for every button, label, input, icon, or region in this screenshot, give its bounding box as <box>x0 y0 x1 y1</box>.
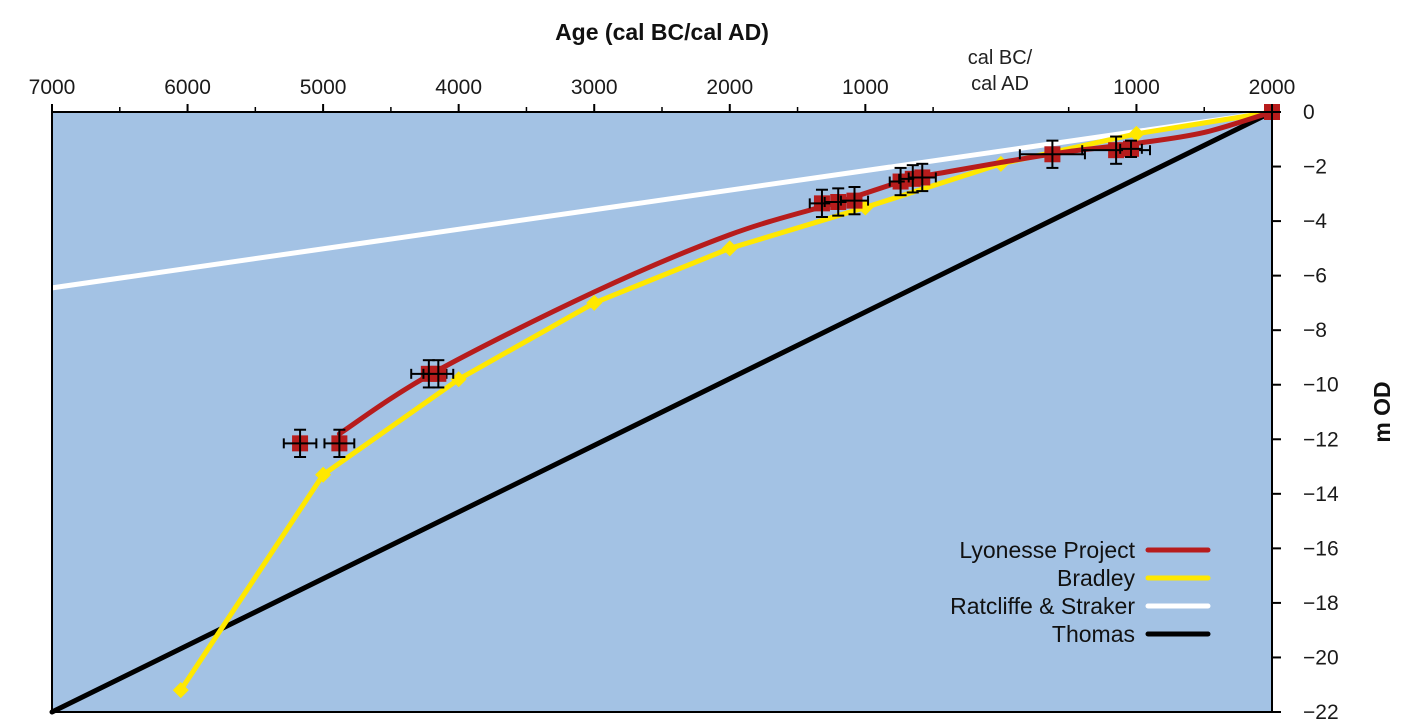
lyonesse-point <box>422 359 455 389</box>
y-tick-label: −4 <box>1303 210 1327 233</box>
lyonesse-point <box>907 162 937 193</box>
era-label-line2: cal AD <box>971 73 1029 95</box>
legend-item-ratcliffe-straker: Ratcliffe & Straker <box>950 593 1211 619</box>
bradley-point <box>450 371 467 388</box>
bradley-point <box>586 294 603 311</box>
x-tick-label: 6000 <box>164 76 211 99</box>
x-axis-title: Age (cal BC/cal AD) <box>555 19 769 45</box>
y-tick-label: −22 <box>1303 701 1339 720</box>
lyonesse-point <box>323 428 356 458</box>
lyonesse-point <box>1018 139 1086 169</box>
series-layer <box>49 104 1280 715</box>
y-tick-label: −16 <box>1303 537 1339 560</box>
bradley-point <box>315 466 332 483</box>
y-tick-label: −18 <box>1303 592 1339 615</box>
x-tick-label: 7000 <box>29 76 76 99</box>
y-tick-label: −10 <box>1303 374 1339 397</box>
x-tick-label: 2000 <box>1249 76 1296 99</box>
x-tick-label: 4000 <box>435 76 482 99</box>
y-axis-title: m OD <box>1369 381 1395 442</box>
legend-item-lyonesse-project: Lyonesse Project <box>959 537 1211 563</box>
y-tick-label: −2 <box>1303 156 1327 179</box>
series-line-thomas <box>49 109 1275 715</box>
legend-label: Ratcliffe & Straker <box>950 593 1135 619</box>
series-line-ratcliffe-straker <box>49 109 1275 291</box>
bradley-point <box>172 682 189 699</box>
axes-layer: 7000 6000 5000 4000 3000 2000 1000 1000 2000 0 −2 −… <box>29 76 1339 720</box>
x-tick-label: 1000 <box>842 76 889 99</box>
legend-item-thomas: Thomas <box>1052 621 1211 647</box>
x-tick-label: 2000 <box>706 76 753 99</box>
x-tick-label: 1000 <box>1113 76 1160 99</box>
y-tick-label: −6 <box>1303 265 1327 288</box>
lyonesse-point <box>808 188 836 218</box>
legend-label: Lyonesse Project <box>959 537 1135 563</box>
lyonesse-point <box>839 186 870 216</box>
legend-label: Bradley <box>1057 565 1135 591</box>
x-tick-label: 5000 <box>300 76 347 99</box>
lyonesse-point <box>1119 139 1143 158</box>
y-tick-label: −12 <box>1303 428 1339 451</box>
y-tick-label: 0 <box>1303 101 1315 124</box>
x-tick-label: 3000 <box>571 76 618 99</box>
lyonesse-point <box>282 428 318 458</box>
lyonesse-point <box>823 187 853 217</box>
bradley-point <box>1128 125 1145 142</box>
bradley-point <box>721 240 738 257</box>
era-label-line1: cal BC/ <box>968 47 1033 69</box>
y-tick-label: −8 <box>1303 319 1327 342</box>
y-tick-label: −20 <box>1303 646 1339 669</box>
legend-item-bradley: Bradley <box>1057 565 1211 591</box>
legend-label: Thomas <box>1052 621 1135 647</box>
y-tick-label: −14 <box>1303 483 1339 506</box>
